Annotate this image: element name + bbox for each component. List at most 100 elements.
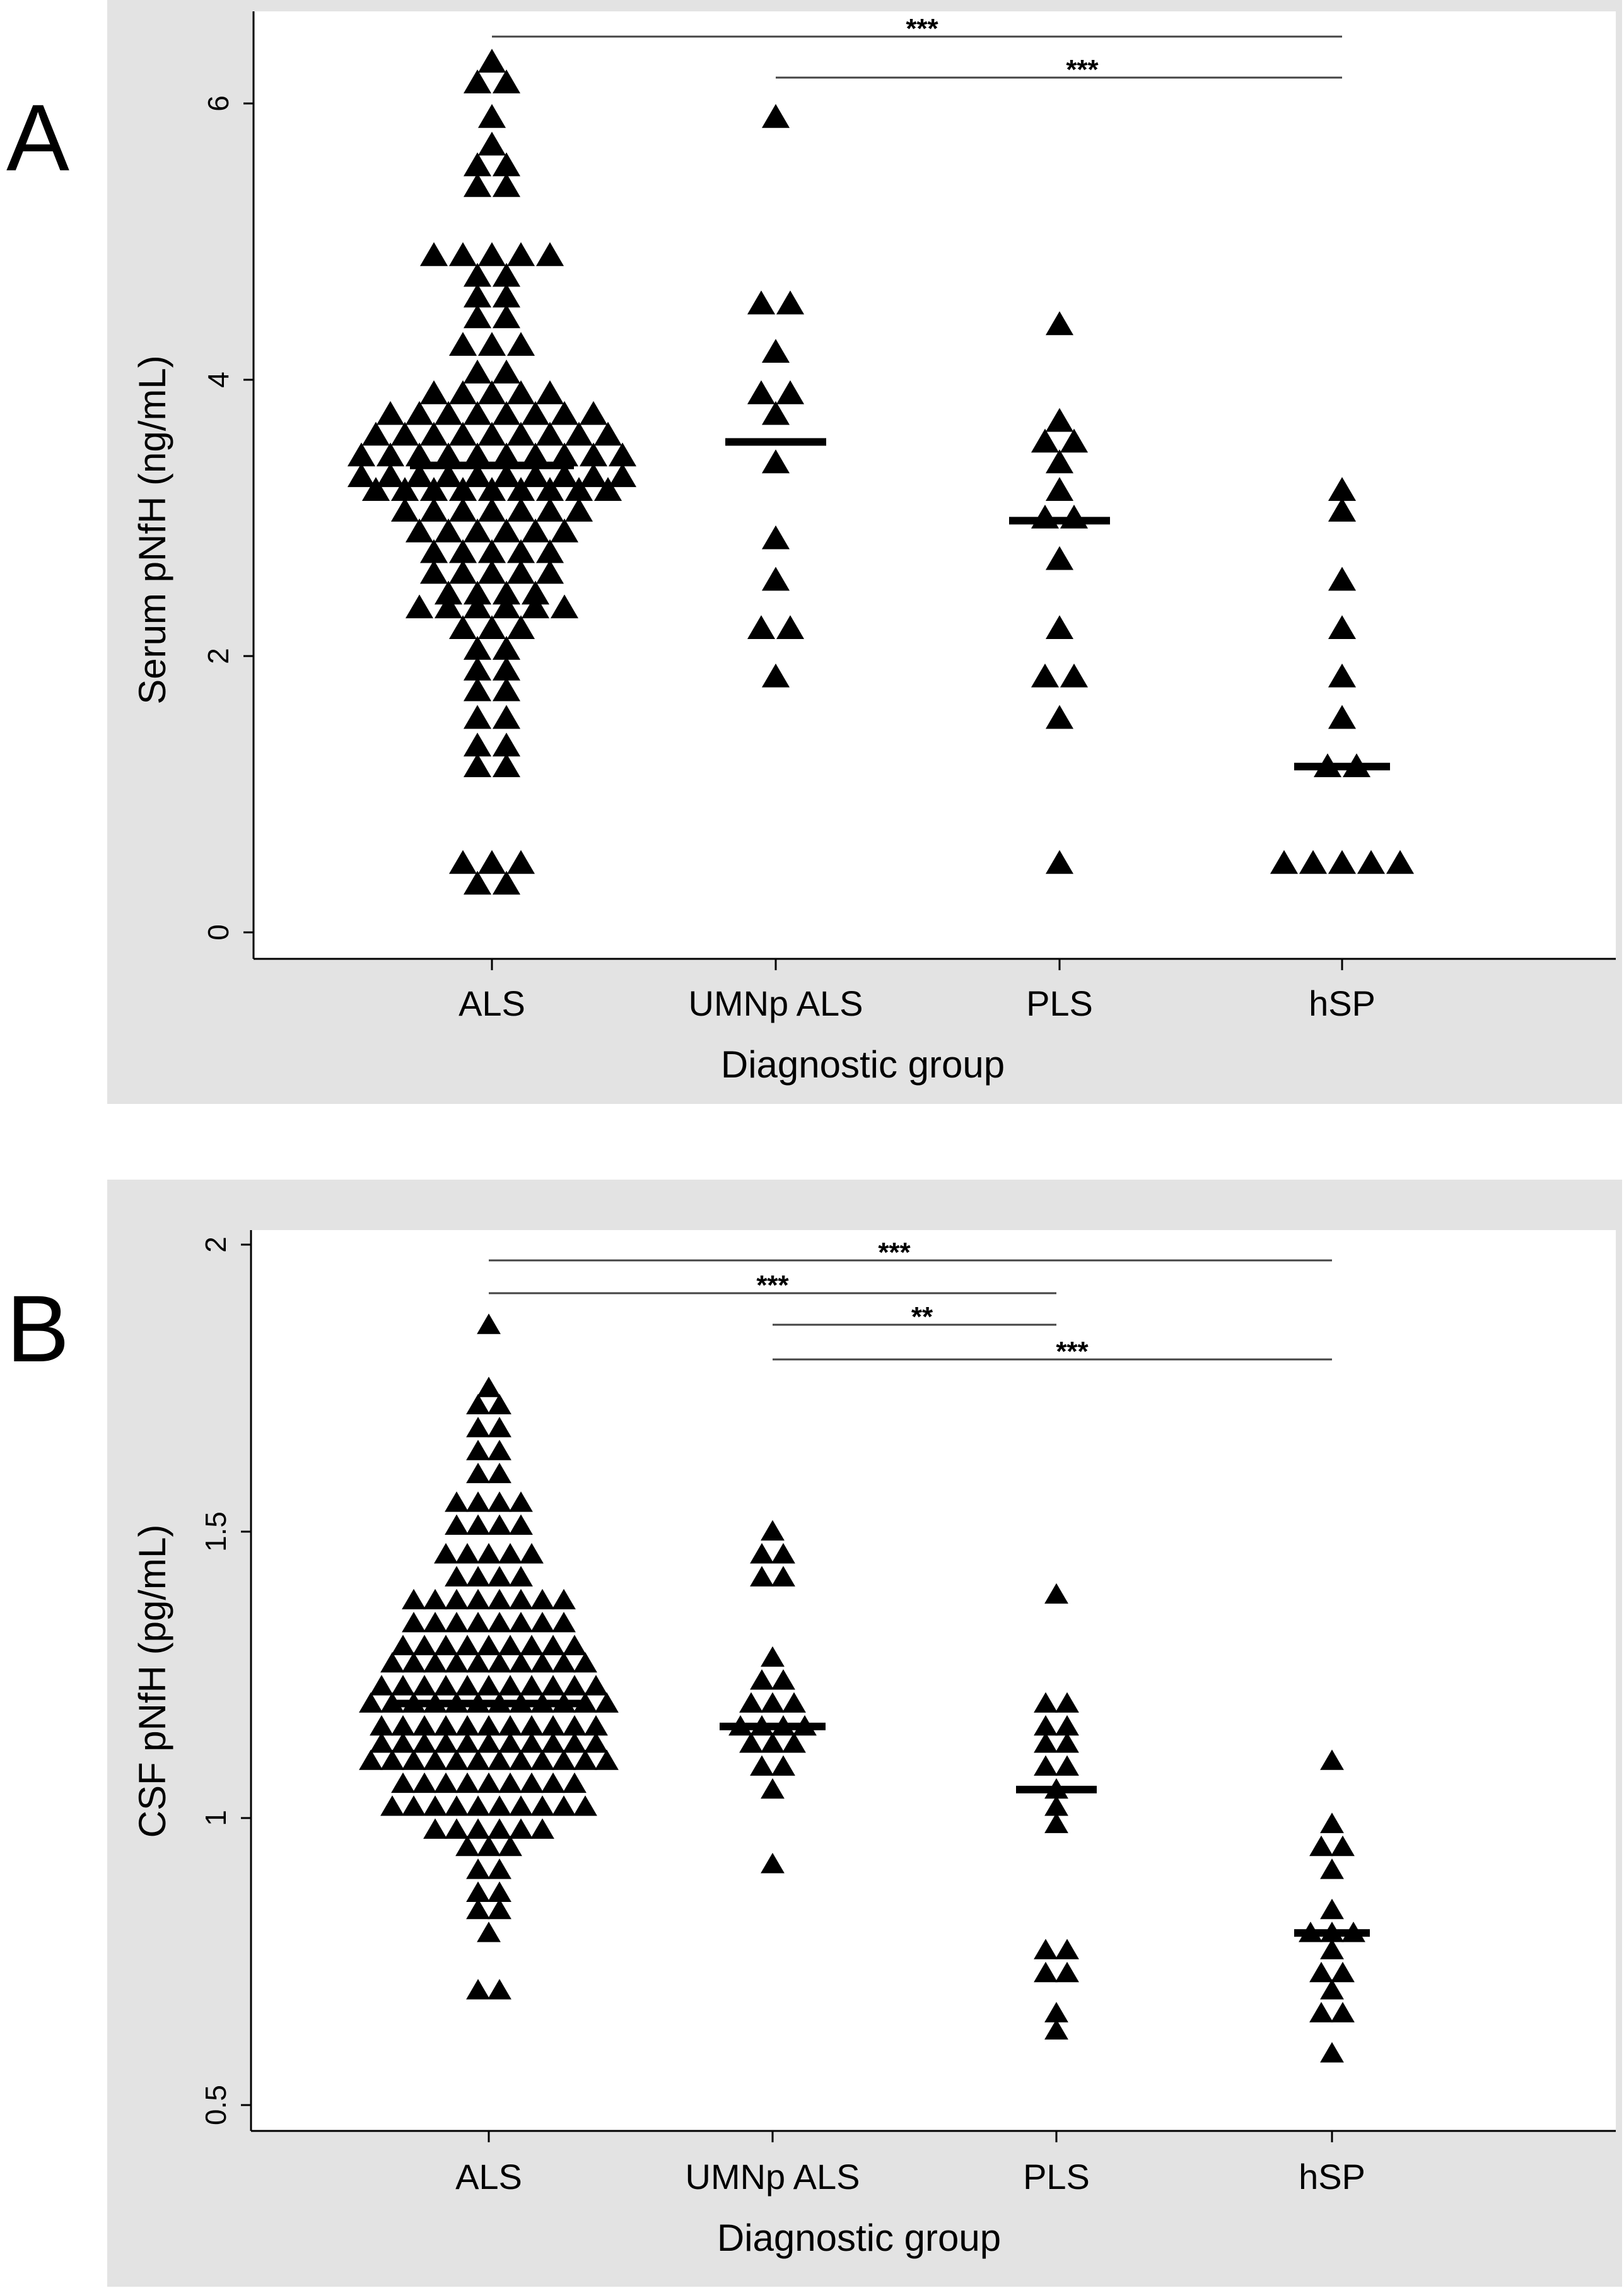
- panel-a-pls-point: [1060, 428, 1089, 453]
- panel-a-letter: A: [6, 85, 69, 191]
- panel-b-als-point: [552, 1588, 576, 1610]
- panel-b-als-point: [445, 1612, 469, 1633]
- panel-a-umnp-als-point: [761, 103, 790, 128]
- panel-b-als-point: [552, 1651, 576, 1673]
- panel-b-als-point: [498, 1715, 522, 1736]
- panel-b-als-point: [445, 1818, 469, 1839]
- panel-b-als-point: [541, 1675, 565, 1696]
- panel-a-y-ticks: 0 2 4 6: [202, 95, 254, 941]
- panel-b-als-point: [520, 1675, 544, 1696]
- panel-b-als-point: [477, 1715, 501, 1736]
- panel-a-als-point: [535, 242, 564, 266]
- panel-a-umnp-als-point: [761, 525, 790, 549]
- panel-b-als-point: [509, 1612, 533, 1633]
- panel-b-umnp-als-point: [739, 1732, 763, 1753]
- panel-b-als-point: [488, 1393, 511, 1415]
- panel-a-als-point: [434, 518, 463, 543]
- panel-a-als-point: [506, 498, 535, 522]
- panel-b-hsp-point: [1320, 2042, 1344, 2063]
- panel-b-als-point: [595, 1749, 619, 1770]
- panel-b-als-point: [412, 1715, 436, 1736]
- panel-a-als-point: [492, 594, 521, 619]
- panel-a-als-point: [463, 871, 492, 895]
- panel-a-als-point: [463, 152, 492, 177]
- panel-a-x-label-hsp: hSP: [1309, 983, 1376, 1023]
- panel-a-als-point: [550, 442, 579, 467]
- panel-a-als-point: [564, 498, 593, 522]
- panel-a-pls-point: [1045, 615, 1074, 639]
- panel-b-als-point: [402, 1795, 426, 1816]
- panel-b-als-point: [455, 1543, 479, 1564]
- panel-a-als-point: [463, 518, 492, 543]
- panel-b-als-point: [466, 1651, 490, 1673]
- panel-a-hsp-point: [1328, 566, 1357, 591]
- panel-a-als-point: [477, 380, 506, 404]
- panel-b-als-point: [455, 1835, 479, 1857]
- panel-a-als-point: [492, 732, 521, 757]
- panel-a-als-point: [535, 539, 564, 563]
- panel-a-als-point: [550, 518, 579, 543]
- panel-a-als-median-bar: [410, 461, 574, 469]
- panel-b-als-point: [466, 1979, 490, 2000]
- panel-b-pls-point: [1055, 1732, 1079, 1753]
- panel-b-als-median-bar: [394, 1699, 583, 1708]
- panel-b-als-point: [488, 1898, 511, 1920]
- panel-b-als-point: [477, 1376, 501, 1397]
- panel-b-als-point: [466, 1491, 490, 1512]
- panel-b-y-tick-label-1: 1: [199, 1810, 232, 1826]
- panel-a-als-point: [448, 380, 477, 404]
- panel-a-als-point: [376, 401, 405, 425]
- panel-b-als-point: [466, 1858, 490, 1879]
- panel-a-y-tick-label-1: 2: [202, 648, 235, 664]
- panel-a-pls-point: [1031, 428, 1060, 453]
- panel-a-als-point: [492, 69, 521, 93]
- panel-a-als-point: [579, 442, 608, 467]
- panel-a-umnp-als-point: [776, 615, 805, 639]
- panel-b-hsp-point: [1331, 2002, 1355, 2022]
- panel-a-als-point: [477, 49, 506, 73]
- panel-a-als-point: [550, 463, 579, 488]
- panel-b-als-point: [488, 1514, 511, 1535]
- panel-a-comparison-label-0: ***: [906, 13, 938, 44]
- panel-b-y-tick-label-0: 0.5: [199, 2085, 232, 2125]
- panel-b-als-point: [509, 1795, 533, 1816]
- panel-b-hsp-point: [1331, 1961, 1355, 1983]
- panel-a-als-point: [492, 173, 521, 197]
- panel-b-als-point: [359, 1749, 383, 1770]
- panel-b-hsp-point: [1331, 1835, 1355, 1857]
- panel-a-als-point: [361, 421, 390, 446]
- panel-a-als-point: [506, 380, 535, 404]
- panel-a-umnp-als-point: [747, 615, 776, 639]
- panel-a-umnp-als-point: [776, 290, 805, 315]
- panel-b-als-point: [488, 1818, 511, 1839]
- panel-a-pls-point: [1045, 477, 1074, 501]
- panel-b-als-point: [445, 1491, 469, 1512]
- panel-a-als-point: [477, 477, 506, 501]
- panel-a-hsp-point: [1328, 663, 1357, 688]
- panel-b-comparison-label-0: ***: [878, 1237, 911, 1268]
- panel-a-als-point: [347, 463, 376, 488]
- panel-b-pls-point: [1055, 1939, 1079, 1959]
- panel-b-pls-point: [1055, 1755, 1079, 1776]
- panel-b-als-point: [402, 1588, 426, 1610]
- panel-a-als-point: [521, 580, 550, 605]
- panel-a-als-point: [492, 636, 521, 660]
- panel-b-hsp-point: [1309, 1835, 1333, 1857]
- panel-b-pls-point: [1044, 1812, 1068, 1833]
- panel-a-als-point: [463, 677, 492, 701]
- panel-b-als-point: [509, 1651, 533, 1673]
- panel-b-hsp-point: [1320, 1749, 1344, 1770]
- panel-b-als-point: [595, 1692, 619, 1713]
- panel-a-als-point: [448, 615, 477, 639]
- panel-b-als-point: [423, 1651, 447, 1673]
- panel-b-als-point: [455, 1715, 479, 1736]
- panel-a-als-point: [506, 242, 535, 266]
- panel-b-x-label-umnp-als: UMNp ALS: [686, 2157, 860, 2197]
- panel-b-als-point: [455, 1772, 479, 1793]
- panel-b-als-point: [402, 1749, 426, 1770]
- panel-a-umnp-als-point: [761, 339, 790, 363]
- panel-b-als-point: [434, 1772, 458, 1793]
- panel-b-als-point: [520, 1715, 544, 1736]
- panel-a-als-point: [463, 283, 492, 308]
- panel-b-hsp-point: [1320, 1939, 1344, 1959]
